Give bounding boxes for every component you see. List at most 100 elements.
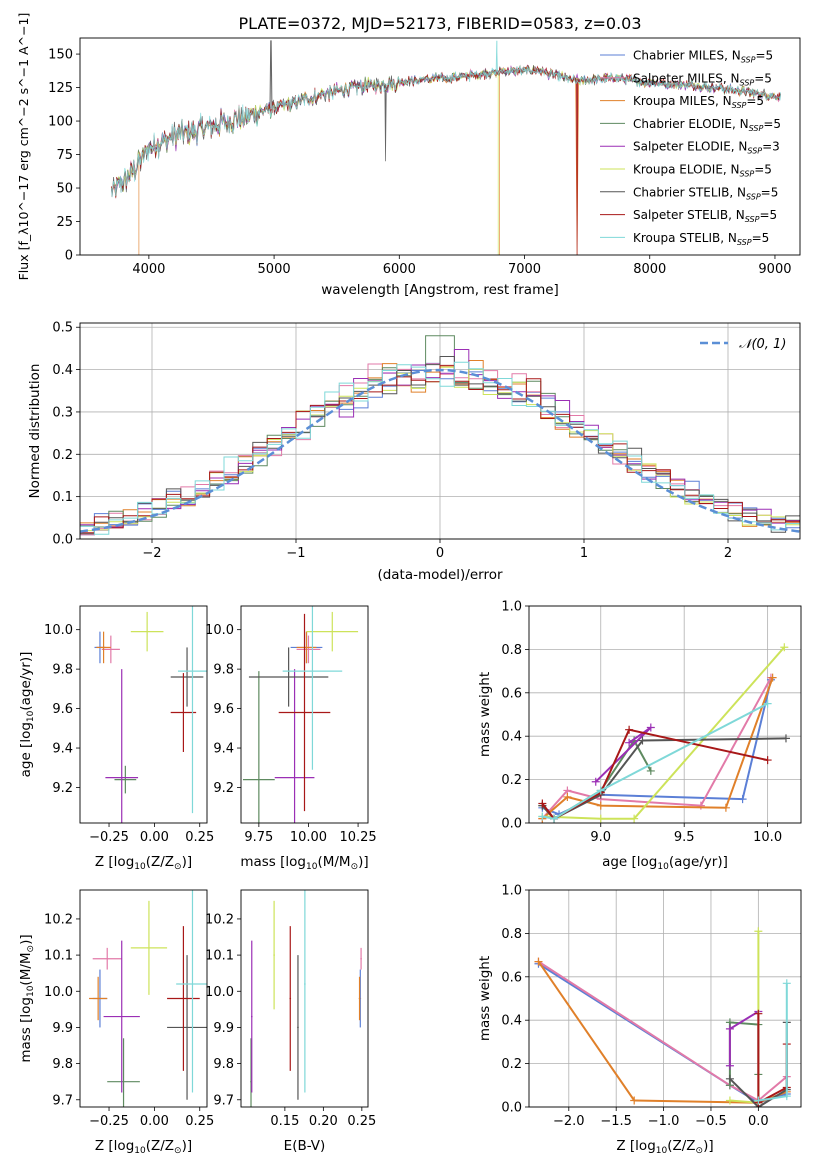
mass_age-x-axis-label: mass [log10(M/M⊙)]: [240, 854, 368, 872]
figure-title: PLATE=0372, MJD=52173, FIBERID=0583, z=0…: [238, 14, 641, 33]
weight-point: [638, 736, 647, 745]
weight_z-frame: [528, 889, 802, 1108]
tick-label-x: 5000: [258, 262, 291, 277]
tick-label-x: 0.20: [309, 1114, 338, 1129]
spectrum-y-axis-label: Flux [f_λ10^−17 erg cm^−2 s^−1 A^−1]: [16, 13, 31, 281]
weight-line-chabrier-elodie: [728, 1021, 760, 1086]
tick-label-y: 75: [56, 148, 73, 163]
errorbar-salpeter-stelib: [289, 926, 292, 1071]
tick-label-y: 10.1: [205, 949, 234, 964]
errorbar-salpeter-stelib: [278, 613, 331, 812]
panel-residuals: −2 −1 0 1 2 0.0 0.1 0.2 0.3 0.4 0.5 (data-model)/er…: [27, 321, 801, 583]
z_age-plot-area: [94, 606, 207, 823]
tick-label-y: 0.4: [52, 363, 73, 378]
tick-label-y: 0.8: [501, 927, 522, 942]
errorbar-kroupa-elodie: [273, 900, 275, 1010]
ebv_mass-plot-area: [250, 890, 362, 1107]
tick-label-y: 9.4: [52, 742, 73, 757]
tick-label-y: 0.2: [501, 773, 522, 788]
weight-point: [630, 814, 639, 823]
weight_age-y-axis-label: mass weight: [477, 672, 493, 757]
tick-label-y: 125: [48, 81, 73, 96]
errorbar-kroupa-miles: [96, 631, 111, 664]
legend-entry: 𝒩(0, 1): [739, 337, 786, 352]
tick-label-y: 0.0: [501, 817, 522, 832]
weight-point: [781, 734, 790, 743]
z_age-y-axis-label: age [log10(age/yr)]: [18, 652, 36, 778]
tick-label-y: 100: [48, 115, 73, 130]
weight_z-plot-area: [534, 927, 791, 1107]
tick-label-y: 0.0: [52, 533, 73, 548]
tick-label-y: 0.1: [52, 490, 73, 505]
errorbar-salpeter-elodie: [103, 940, 140, 1093]
spectrum-plot-area: [110, 40, 782, 255]
tick-label-x: −2: [142, 546, 161, 561]
errorbar-salpeter-miles: [101, 635, 120, 664]
tick-label-y: 0.8: [501, 643, 522, 658]
tick-label-y: 9.6: [213, 702, 234, 717]
normal-reference-curve: [80, 368, 800, 533]
legend-entry: Kroupa MILES, NSSP=5: [633, 94, 764, 110]
errorbar-chabrier-stelib: [297, 955, 299, 1100]
tick-label-y: 9.7: [52, 1093, 73, 1108]
tick-label-x: 0.00: [140, 1114, 169, 1129]
tick-label-y: 9.9: [213, 1021, 234, 1036]
residuals-frame: [79, 322, 801, 540]
weight-point: [780, 643, 789, 652]
tick-label-y: 9.8: [213, 663, 234, 678]
z_mass-frame: [79, 889, 208, 1108]
weight_age-frame: [528, 605, 802, 824]
tick-label-y: 9.6: [52, 702, 73, 717]
weight-point: [538, 799, 547, 808]
tick-label-x: 0.25: [185, 1114, 214, 1129]
tick-label-x: 0.15: [270, 1114, 299, 1129]
weight-point: [534, 957, 543, 966]
tick-label-y: 10.0: [44, 623, 73, 638]
spectrum-line-kroupa-stelib: [110, 40, 782, 198]
panel-weight_age: 9.0 9.5 10.0 0.0 0.2 0.4 0.6 0.8 1.0 age [log10(a…: [477, 600, 802, 872]
z_mass-plot-area: [89, 890, 207, 1107]
weight-line-salpeter-miles: [537, 960, 788, 1102]
tick-label-y: 9.8: [52, 1057, 73, 1072]
weight-point: [550, 814, 559, 823]
legend-entry: Chabrier STELIB, NSSP=5: [633, 185, 778, 201]
tick-label-y: 0.2: [501, 1057, 522, 1072]
errorbar-chabrier-stelib: [170, 647, 204, 707]
tick-label-y: 10.0: [205, 623, 234, 638]
tick-label-y: 0.5: [52, 321, 73, 336]
panel-mass_age: 9.75 10.00 10.25 9.2 9.4 9.6 9.8 10.0 mass [log1…: [205, 605, 377, 872]
errorbar-salpeter-elodie: [105, 669, 139, 823]
weight-point: [596, 801, 605, 810]
weight-point: [754, 927, 763, 936]
tick-label-x: 0: [436, 546, 444, 561]
residuals-grid: [80, 323, 800, 540]
errorbar-salpeter-miles: [92, 947, 122, 970]
tick-label-y: 150: [48, 48, 73, 63]
legend-entry: Kroupa STELIB, NSSP=5: [633, 231, 769, 247]
tick-label-y: 10.2: [205, 912, 234, 927]
tick-label-x: −0.5: [695, 1114, 727, 1129]
errorbar-kroupa-elodie: [130, 900, 168, 995]
tick-label-y: 0.4: [501, 730, 522, 745]
errorbar-kroupa-miles: [89, 976, 108, 1021]
tick-label-x: 10.00: [290, 830, 327, 845]
tick-label-y: 0.3: [52, 405, 73, 420]
legend-entry: Chabrier ELODIE, NSSP=5: [633, 117, 781, 133]
tick-label-y: 9.7: [213, 1093, 234, 1108]
residuals-axes: −2 −1 0 1 2 0.0 0.1 0.2 0.3 0.4 0.5 (data-model)/er…: [27, 321, 801, 583]
errorbar-kroupa-stelib: [304, 890, 306, 1093]
errorbar-salpeter-miles: [296, 635, 321, 664]
weight-point: [768, 673, 777, 682]
errorbar-kroupa-miles: [358, 976, 361, 1021]
weight_z-axes: −2.0 −1.5 −1.0 −0.5 0.0 0.0 0.2 0.4 0.6 0.8 1.0 Z […: [477, 884, 802, 1156]
mass_age-frame: [240, 605, 369, 824]
z_age-axes: −0.25 0.00 0.25 9.2 9.4 9.6 9.8 10.0 Z [log10(Z/…: [18, 605, 214, 872]
weight_age-x-axis-label: age [log10(age/yr)]: [602, 854, 728, 872]
tick-label-y: 9.8: [213, 1057, 234, 1072]
z_mass-x-axis-label: Z [log10(Z/Z⊙)]: [95, 1138, 192, 1156]
spectrum-x-axis-label: wavelength [Angstrom, rest frame]: [321, 282, 559, 298]
mass_age-axes: 9.75 10.00 10.25 9.2 9.4 9.6 9.8 10.0 mass [log1…: [205, 605, 377, 872]
tick-label-x: 10.25: [339, 830, 376, 845]
weight-point: [725, 1024, 734, 1033]
